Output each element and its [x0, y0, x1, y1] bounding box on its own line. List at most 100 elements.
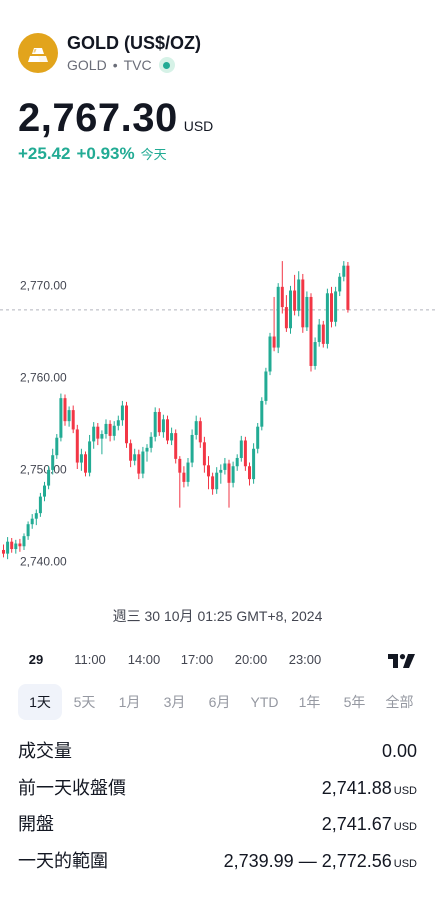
stat-value: 2,741.88 — [321, 777, 392, 798]
y-axis-label: 2,740.00 — [20, 555, 67, 569]
candle-body — [2, 549, 5, 554]
candle-body — [141, 451, 145, 474]
candle-body — [264, 371, 268, 401]
stat-label: 成交量 — [18, 741, 72, 761]
candle-body — [325, 293, 329, 344]
price-chart[interactable]: 2,770.00 2,760.00 2,750.00 2,740.00 — [0, 245, 435, 595]
candle-body — [202, 442, 206, 466]
range-tab-1y[interactable]: 1年 — [298, 694, 321, 710]
candle-body — [231, 466, 235, 483]
time-tick: 23:00 — [288, 652, 322, 667]
stat-row-open: 開盤 2,741.67 USD — [18, 810, 417, 847]
market-status-icon — [158, 57, 175, 73]
candle-body — [342, 265, 346, 277]
candle-body — [346, 265, 350, 310]
exchange-label: TVC — [123, 57, 152, 73]
range-tab-6m[interactable]: 6月 — [208, 694, 231, 710]
candle-body — [334, 291, 338, 322]
candle-body — [190, 434, 194, 463]
candle-body — [137, 454, 141, 474]
candle-body — [305, 296, 309, 328]
range-tab-3m[interactable]: 3月 — [163, 694, 186, 710]
range-tab-5d[interactable]: 5天 — [73, 694, 96, 710]
candle-body — [276, 286, 280, 348]
candle-body — [10, 541, 14, 550]
candle-body — [194, 421, 198, 435]
candle-body — [280, 286, 284, 308]
range-tab-ytd[interactable]: YTD — [250, 694, 279, 710]
range-tab-all[interactable]: 全部 — [385, 694, 414, 710]
candle-body — [178, 458, 182, 473]
stat-label: 一天的範圍 — [18, 850, 108, 871]
candle-body — [84, 454, 87, 473]
time-axis: 29 11:00 14:00 17:00 20:00 23:00 — [0, 652, 435, 670]
tradingview-logo-icon[interactable] — [388, 654, 415, 673]
candle-body — [170, 433, 174, 441]
candle-body — [248, 466, 251, 480]
candle-body — [79, 454, 83, 463]
gold-bars-icon — [18, 33, 58, 73]
candle-body — [293, 290, 297, 311]
candle-body — [166, 419, 169, 441]
candle-body — [96, 426, 100, 439]
candle-body — [34, 513, 38, 519]
range-tab-1m[interactable]: 1月 — [118, 694, 141, 710]
candle-body — [243, 440, 247, 467]
stat-unit: USD — [393, 857, 417, 870]
change-period: 今天 — [140, 147, 167, 162]
candle-body — [157, 411, 161, 433]
candle-body — [71, 410, 75, 430]
candle-body — [43, 485, 46, 497]
candle-body — [129, 443, 133, 461]
candle-body — [321, 324, 325, 344]
candle-body — [108, 423, 112, 436]
candle-body — [30, 518, 34, 525]
candle-body — [284, 307, 288, 329]
stat-label: 開盤 — [18, 814, 54, 834]
candle-body — [211, 476, 215, 490]
candle-body — [301, 279, 305, 328]
time-tick: 29 — [28, 652, 44, 667]
crosshair-datetime: 週三 30 10月 01:25 GMT+8, 2024 — [112, 608, 323, 624]
stat-row-prev-close: 前一天收盤價 2,741.88 USD — [18, 774, 417, 811]
candle-body — [14, 543, 18, 550]
price-change-percent: +0.93% — [76, 144, 135, 163]
candle-body — [116, 420, 120, 426]
candle-body — [161, 419, 165, 433]
candle-body — [51, 455, 55, 470]
candle-body — [174, 433, 178, 459]
candle-body — [125, 405, 128, 444]
candle-body — [55, 437, 59, 456]
symbol-header[interactable]: GOLD (US$/OZ) GOLD • TVC — [18, 32, 201, 74]
candle-body — [92, 426, 96, 442]
candle-body — [149, 436, 153, 448]
candle-body — [272, 336, 276, 348]
candle-body — [338, 276, 342, 292]
candle-body — [317, 324, 321, 343]
candle-body — [256, 426, 260, 449]
stat-unit: USD — [393, 821, 417, 833]
candle-body — [75, 429, 79, 463]
last-price: 2,767.30 — [18, 96, 178, 140]
candle-body — [26, 524, 30, 537]
candle-body — [207, 465, 210, 477]
stat-value: 0.00 — [381, 741, 417, 761]
candle-body — [63, 398, 67, 422]
stat-row-day-range: 一天的範圍 2,739.99 — 2,772.56 USD — [18, 847, 417, 884]
stat-label: 前一天收盤價 — [18, 777, 126, 798]
candle-body — [289, 290, 292, 329]
time-tick: 11:00 — [74, 652, 106, 667]
stat-value: 2,741.67 — [321, 814, 392, 834]
candle-body — [6, 541, 10, 554]
key-stats: 成交量 0.00 前一天收盤價 2,741.88 USD 開盤 2,741.67 U… — [18, 737, 417, 883]
candle-body — [145, 447, 149, 452]
candle-body — [153, 411, 157, 437]
range-tab-5y[interactable]: 5年 — [343, 694, 366, 710]
candle-body — [309, 296, 313, 366]
time-tick: 20:00 — [234, 652, 268, 667]
range-tab-1d[interactable]: 1天 — [18, 684, 62, 720]
candle-body — [215, 472, 219, 490]
separator-dot: • — [112, 57, 118, 73]
candle-body — [59, 398, 63, 438]
candle-body — [22, 536, 26, 547]
